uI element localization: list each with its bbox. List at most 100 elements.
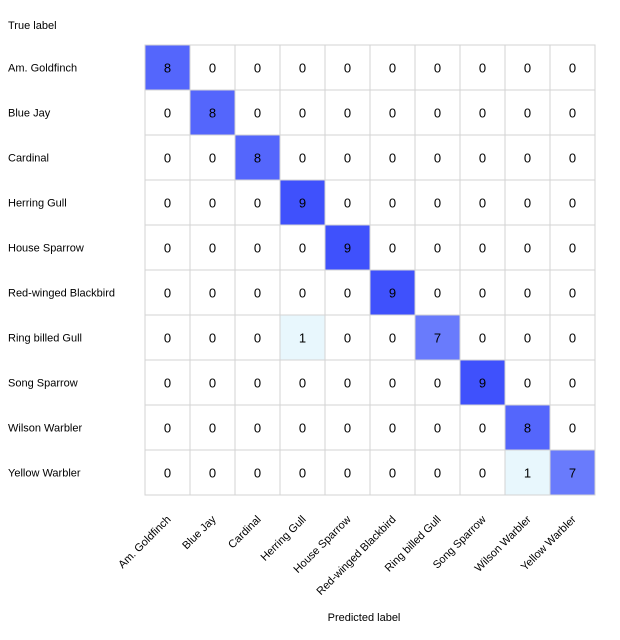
cell-value-label: 0 bbox=[254, 466, 261, 481]
cell-value-label: 0 bbox=[344, 196, 351, 211]
cell-value-label: 0 bbox=[164, 376, 171, 391]
cell-value-label: 0 bbox=[479, 421, 486, 436]
cell-value-label: 7 bbox=[434, 331, 441, 346]
y-axis-title: True label bbox=[8, 20, 57, 32]
cell-value-label: 8 bbox=[254, 151, 261, 166]
heatmap-cell bbox=[504, 269, 551, 316]
cell-value-label: 0 bbox=[389, 61, 396, 76]
heatmap-cell bbox=[234, 359, 281, 406]
cell-value-label: 0 bbox=[389, 376, 396, 391]
row-tick-label: Wilson Warbler bbox=[8, 423, 82, 435]
heatmap-cell bbox=[189, 224, 236, 271]
cell-value-label: 0 bbox=[479, 196, 486, 211]
cell-value-label: 0 bbox=[299, 241, 306, 256]
cell-value-label: 0 bbox=[569, 61, 576, 76]
heatmap-cell bbox=[414, 359, 461, 406]
cell-value-label: 1 bbox=[524, 466, 531, 481]
cell-value-label: 8 bbox=[524, 421, 531, 436]
heatmap-cell bbox=[234, 89, 281, 136]
cell-value-label: 0 bbox=[254, 286, 261, 301]
heatmap-cell bbox=[324, 449, 371, 496]
cell-value-label: 0 bbox=[344, 331, 351, 346]
cell-value-label: 0 bbox=[479, 61, 486, 76]
heatmap-cell bbox=[324, 404, 371, 451]
heatmap-cell bbox=[549, 89, 596, 136]
heatmap-cell bbox=[189, 359, 236, 406]
cell-value-label: 0 bbox=[389, 331, 396, 346]
heatmap-cell bbox=[189, 449, 236, 496]
cell-value-label: 0 bbox=[434, 466, 441, 481]
row-tick-label: Herring Gull bbox=[8, 198, 67, 210]
cell-value-label: 0 bbox=[164, 421, 171, 436]
cell-value-label: 0 bbox=[479, 241, 486, 256]
row-tick-label: House Sparrow bbox=[8, 243, 84, 255]
cell-value-label: 9 bbox=[299, 196, 306, 211]
cell-value-label: 7 bbox=[569, 466, 576, 481]
cell-value-label: 0 bbox=[569, 421, 576, 436]
cell-value-label: 0 bbox=[254, 61, 261, 76]
heatmap-cell bbox=[279, 179, 326, 226]
cell-value-label: 0 bbox=[344, 466, 351, 481]
cell-value-label: 0 bbox=[299, 286, 306, 301]
heatmap-cell bbox=[414, 179, 461, 226]
cell-value-label: 0 bbox=[434, 196, 441, 211]
cell-value-label: 0 bbox=[524, 106, 531, 121]
cell-value-label: 8 bbox=[164, 61, 171, 76]
cell-value-label: 0 bbox=[479, 151, 486, 166]
cell-value-label: 0 bbox=[254, 106, 261, 121]
heatmap-cell bbox=[279, 269, 326, 316]
cell-value-label: 0 bbox=[209, 196, 216, 211]
row-tick-label: Am. Goldfinch bbox=[8, 63, 77, 75]
heatmap-cell bbox=[324, 89, 371, 136]
heatmap-cell bbox=[459, 224, 506, 271]
heatmap-cell bbox=[324, 269, 371, 316]
cell-value-label: 0 bbox=[389, 151, 396, 166]
heatmap-cell bbox=[324, 44, 371, 91]
cell-value-label: 0 bbox=[524, 61, 531, 76]
cell-value-label: 0 bbox=[209, 151, 216, 166]
heatmap-cell bbox=[549, 359, 596, 406]
heatmap-cell bbox=[189, 179, 236, 226]
heatmap-cell bbox=[324, 134, 371, 181]
cell-value-label: 0 bbox=[389, 196, 396, 211]
cell-value-label: 0 bbox=[569, 376, 576, 391]
heatmap-cell bbox=[279, 89, 326, 136]
cell-value-label: 0 bbox=[299, 376, 306, 391]
heatmap-cell bbox=[549, 404, 596, 451]
heatmap-cell bbox=[549, 269, 596, 316]
row-tick-label: Red-winged Blackbird bbox=[8, 288, 115, 300]
heatmap-cell bbox=[369, 359, 416, 406]
cell-value-label: 9 bbox=[389, 286, 396, 301]
heatmap-cell bbox=[234, 224, 281, 271]
heatmap-cell bbox=[189, 89, 236, 136]
cell-value-label: 0 bbox=[479, 331, 486, 346]
heatmap-cell bbox=[144, 224, 191, 271]
heatmap-cell bbox=[459, 89, 506, 136]
heatmap-cell bbox=[549, 179, 596, 226]
cell-value-label: 0 bbox=[569, 241, 576, 256]
cell-value-label: 0 bbox=[164, 196, 171, 211]
heatmap-cell bbox=[459, 269, 506, 316]
heatmap-cell bbox=[279, 449, 326, 496]
heatmap-cell bbox=[414, 44, 461, 91]
cell-value-label: 0 bbox=[434, 376, 441, 391]
heatmap-cell bbox=[279, 134, 326, 181]
cell-value-label: 0 bbox=[164, 106, 171, 121]
cell-value-label: 0 bbox=[344, 376, 351, 391]
heatmap-cell bbox=[279, 224, 326, 271]
cell-value-label: 0 bbox=[434, 151, 441, 166]
heatmap-cell bbox=[234, 449, 281, 496]
heatmap-cell bbox=[549, 224, 596, 271]
cell-value-label: 0 bbox=[254, 331, 261, 346]
cell-value-label: 0 bbox=[344, 106, 351, 121]
cell-value-label: 0 bbox=[209, 61, 216, 76]
heatmap-cell bbox=[504, 134, 551, 181]
cell-value-label: 8 bbox=[209, 106, 216, 121]
column-tick-label: Cardinal bbox=[226, 514, 263, 551]
cell-value-label: 9 bbox=[344, 241, 351, 256]
heatmap-cell bbox=[504, 44, 551, 91]
cell-value-label: 0 bbox=[479, 466, 486, 481]
cell-value-label: 0 bbox=[569, 286, 576, 301]
heatmap-cell bbox=[369, 269, 416, 316]
cell-value-label: 0 bbox=[344, 286, 351, 301]
